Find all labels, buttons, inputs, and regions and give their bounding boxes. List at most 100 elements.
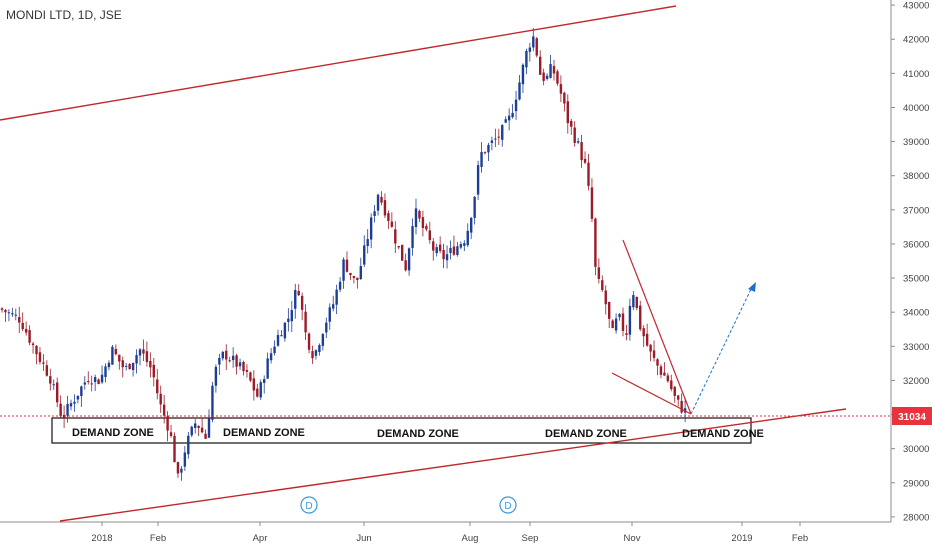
candle-141[interactable] [487, 142, 490, 162]
candle-106[interactable] [366, 229, 369, 254]
candle-30[interactable] [104, 363, 107, 383]
candle-20[interactable] [69, 399, 73, 411]
candle-26[interactable] [90, 375, 93, 392]
candle-74[interactable] [256, 383, 259, 398]
candle-18[interactable] [62, 405, 66, 429]
candle-41[interactable] [142, 339, 145, 362]
candle-152[interactable] [525, 48, 528, 75]
candle-132[interactable] [456, 242, 459, 257]
candle-31[interactable] [107, 360, 111, 371]
candle-0[interactable] [0, 307, 4, 313]
candle-28[interactable] [97, 378, 100, 385]
candle-146[interactable] [504, 116, 507, 124]
candle-101[interactable] [349, 272, 352, 281]
candle-91[interactable] [314, 349, 318, 360]
candle-87[interactable] [300, 292, 304, 321]
candle-169[interactable] [583, 151, 587, 165]
candle-21[interactable] [73, 394, 76, 412]
candle-144[interactable] [497, 128, 500, 145]
candle-170[interactable] [587, 153, 590, 191]
dividend-marker-1[interactable] [300, 496, 318, 514]
candle-47[interactable] [162, 394, 166, 424]
candle-161[interactable] [556, 69, 559, 86]
candle-5[interactable] [18, 306, 21, 334]
candle-114[interactable] [394, 221, 397, 254]
candle-173[interactable] [597, 258, 601, 284]
candle-88[interactable] [304, 304, 307, 341]
candle-112[interactable] [387, 210, 390, 229]
candle-116[interactable] [401, 244, 404, 261]
candle-193[interactable] [666, 372, 670, 383]
candle-45[interactable] [156, 368, 159, 400]
candle-143[interactable] [494, 128, 497, 148]
candle-27[interactable] [93, 374, 97, 392]
candle-118[interactable] [407, 247, 411, 276]
candle-1[interactable] [4, 309, 7, 322]
candle-178[interactable] [614, 313, 618, 334]
candle-42[interactable] [145, 341, 149, 367]
candle-197[interactable] [680, 393, 683, 414]
candle-25[interactable] [87, 371, 90, 385]
candle-184[interactable] [635, 296, 638, 311]
candle-66[interactable] [228, 356, 231, 363]
candle-107[interactable] [369, 213, 373, 249]
candle-133[interactable] [459, 241, 463, 250]
candle-64[interactable] [221, 350, 224, 361]
candle-156[interactable] [539, 50, 542, 75]
wedge-upper-line[interactable] [622, 239, 692, 415]
candle-16[interactable] [56, 377, 59, 408]
candle-120[interactable] [414, 198, 418, 235]
candle-110[interactable] [380, 191, 383, 206]
candle-79[interactable] [273, 340, 276, 356]
candle-7[interactable] [24, 321, 28, 336]
candle-90[interactable] [311, 345, 314, 364]
candle-165[interactable] [570, 118, 573, 135]
candle-93[interactable] [321, 332, 325, 351]
candle-185[interactable] [639, 300, 642, 332]
candle-129[interactable] [445, 245, 449, 269]
candle-78[interactable] [269, 348, 273, 364]
candle-149[interactable] [514, 90, 518, 120]
candle-97[interactable] [335, 284, 338, 315]
candle-70[interactable] [242, 360, 245, 376]
candle-122[interactable] [421, 210, 425, 237]
candle-145[interactable] [501, 124, 504, 147]
candle-53[interactable] [183, 445, 187, 471]
candle-182[interactable] [628, 298, 632, 341]
candle-80[interactable] [276, 329, 280, 347]
candle-24[interactable] [83, 376, 86, 390]
candle-34[interactable] [118, 354, 121, 370]
candle-179[interactable] [618, 313, 621, 321]
candle-68[interactable] [235, 353, 238, 375]
candle-89[interactable] [307, 332, 311, 354]
candle-124[interactable] [428, 221, 431, 244]
candle-175[interactable] [604, 285, 607, 315]
candle-96[interactable] [332, 295, 335, 312]
candle-58[interactable] [200, 417, 204, 434]
candle-72[interactable] [249, 371, 252, 383]
candle-32[interactable] [111, 344, 114, 365]
candle-49[interactable] [169, 424, 173, 438]
candle-167[interactable] [576, 137, 580, 145]
candle-128[interactable] [442, 243, 445, 269]
candle-130[interactable] [449, 240, 452, 260]
candle-113[interactable] [390, 212, 394, 228]
candle-39[interactable] [135, 349, 138, 374]
candle-63[interactable] [218, 353, 221, 375]
candle-125[interactable] [432, 237, 435, 261]
candle-117[interactable] [404, 253, 407, 272]
candle-139[interactable] [480, 142, 483, 173]
candle-155[interactable] [535, 36, 538, 58]
candle-162[interactable] [559, 75, 563, 103]
candle-181[interactable] [625, 324, 628, 341]
candle-52[interactable] [180, 466, 183, 481]
candle-22[interactable] [76, 395, 80, 404]
demand-zone-box[interactable] [51, 417, 752, 444]
candle-172[interactable] [594, 217, 597, 276]
candle-127[interactable] [438, 236, 442, 254]
candle-190[interactable] [656, 358, 659, 376]
candle-85[interactable] [294, 283, 297, 319]
candle-174[interactable] [601, 275, 604, 292]
candle-189[interactable] [652, 340, 656, 362]
